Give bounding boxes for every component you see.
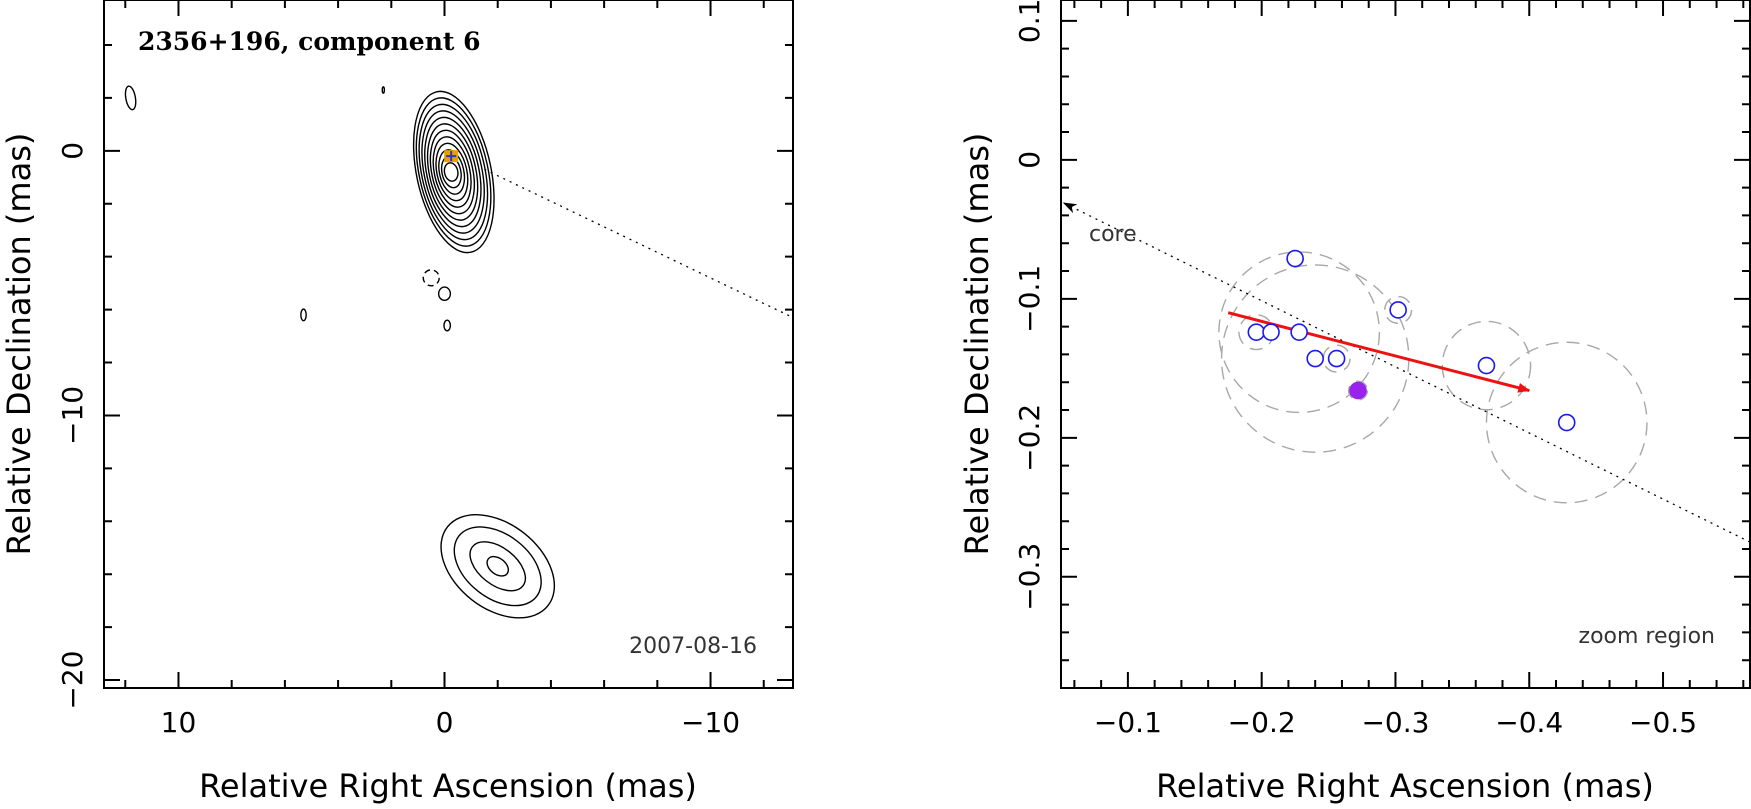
x-tick-label: −0.1	[1094, 706, 1162, 739]
data-point	[1327, 349, 1346, 368]
left-axis-ticks	[104, 0, 793, 688]
contour-blob	[300, 308, 307, 322]
core-contour	[424, 116, 482, 228]
y-tick-label: −10	[56, 386, 89, 445]
right-plot-frame	[1060, 0, 1751, 689]
core-contour	[426, 123, 479, 221]
data-point	[1477, 356, 1496, 375]
core-contour	[429, 129, 476, 215]
error-circle	[1384, 295, 1413, 325]
core-contour	[443, 162, 459, 182]
x-tick-label: −10	[681, 706, 740, 739]
error-circle	[1218, 251, 1381, 414]
left-plot-title: 2356+196, component 6	[138, 27, 481, 56]
data-point	[1262, 323, 1280, 341]
left-panel: 10 0 −10 0 −10 −20 2356+196, component 6 2007…	[0, 0, 794, 805]
scatter-plot	[1062, 202, 1751, 543]
jet-direction-line	[484, 168, 794, 319]
right-tick-labels: −0.1 −0.2 −0.3 −0.4 −0.5 0.1 0 −0.1 −0.2 −0.3	[1013, 0, 1697, 739]
x-tick-label: 10	[161, 706, 197, 739]
x-tick-label: −0.4	[1495, 706, 1563, 739]
core-label: core	[1089, 222, 1137, 247]
data-point	[1290, 323, 1308, 341]
left-y-axis-title: Relative Declination (mas)	[0, 133, 38, 556]
left-x-axis-title: Relative Right Ascension (mas)	[199, 767, 697, 805]
motion-vector-arrow	[1227, 311, 1531, 393]
left-tick-labels: 10 0 −10 0 −10 −20	[56, 142, 740, 739]
x-tick-label: −0.3	[1361, 706, 1429, 739]
core-contour	[421, 110, 485, 234]
data-point	[1306, 349, 1324, 368]
error-circle	[1347, 380, 1369, 401]
right-tick-marks	[1061, 0, 1750, 689]
jet-contour	[440, 514, 556, 619]
left-overlay	[444, 150, 794, 319]
right-y-axis-title: Relative Declination (mas)	[958, 133, 996, 556]
x-tick-label: −0.5	[1629, 706, 1697, 739]
error-circle	[1322, 344, 1351, 373]
left-tick-marks	[104, 0, 793, 688]
left-plot-frame	[103, 0, 794, 689]
core-contour	[418, 103, 489, 241]
core-contour	[412, 90, 495, 254]
zoom-region-label: zoom region	[1579, 624, 1715, 649]
contour-blob	[437, 286, 452, 302]
contour-map	[124, 85, 556, 619]
core-contour	[415, 97, 492, 247]
right-axis-ticks	[1061, 0, 1750, 689]
y-tick-label: −0.1	[1013, 265, 1046, 333]
y-tick-label: −0.2	[1013, 404, 1046, 472]
data-point	[1247, 323, 1266, 341]
right-x-axis-title: Relative Right Ascension (mas)	[1156, 767, 1654, 805]
jet-contour	[486, 555, 510, 577]
error-circle	[1485, 341, 1648, 504]
data-point-filled	[1349, 381, 1367, 400]
jet-contour	[453, 526, 542, 607]
y-tick-label: 0	[1013, 151, 1046, 169]
contour-blob	[443, 319, 452, 332]
observation-date: 2007-08-16	[629, 634, 757, 659]
y-tick-label: −0.3	[1013, 543, 1046, 611]
error-circle	[1441, 320, 1532, 411]
data-point	[1286, 249, 1304, 268]
x-tick-label: −0.2	[1228, 706, 1296, 739]
contour-blob	[422, 269, 440, 287]
data-point	[1557, 413, 1576, 432]
contour-blob	[124, 85, 137, 111]
y-tick-label: 0.1	[1013, 0, 1046, 43]
right-panel: −0.1 −0.2 −0.3 −0.4 −0.5 0.1 0 −0.1 −0.2 −0.3 zoo…	[958, 0, 1751, 805]
core-contour	[438, 149, 466, 195]
y-tick-label: 0	[56, 142, 89, 160]
data-point	[1389, 301, 1407, 319]
core-direction-arrow	[1062, 202, 1751, 543]
core-contour	[435, 142, 469, 202]
x-tick-label: 0	[436, 706, 454, 739]
component-marker-cross	[446, 151, 457, 162]
y-tick-label: −20	[56, 651, 89, 710]
contour-blob	[381, 86, 386, 94]
core-contour	[432, 136, 472, 208]
jet-contour	[469, 541, 527, 592]
